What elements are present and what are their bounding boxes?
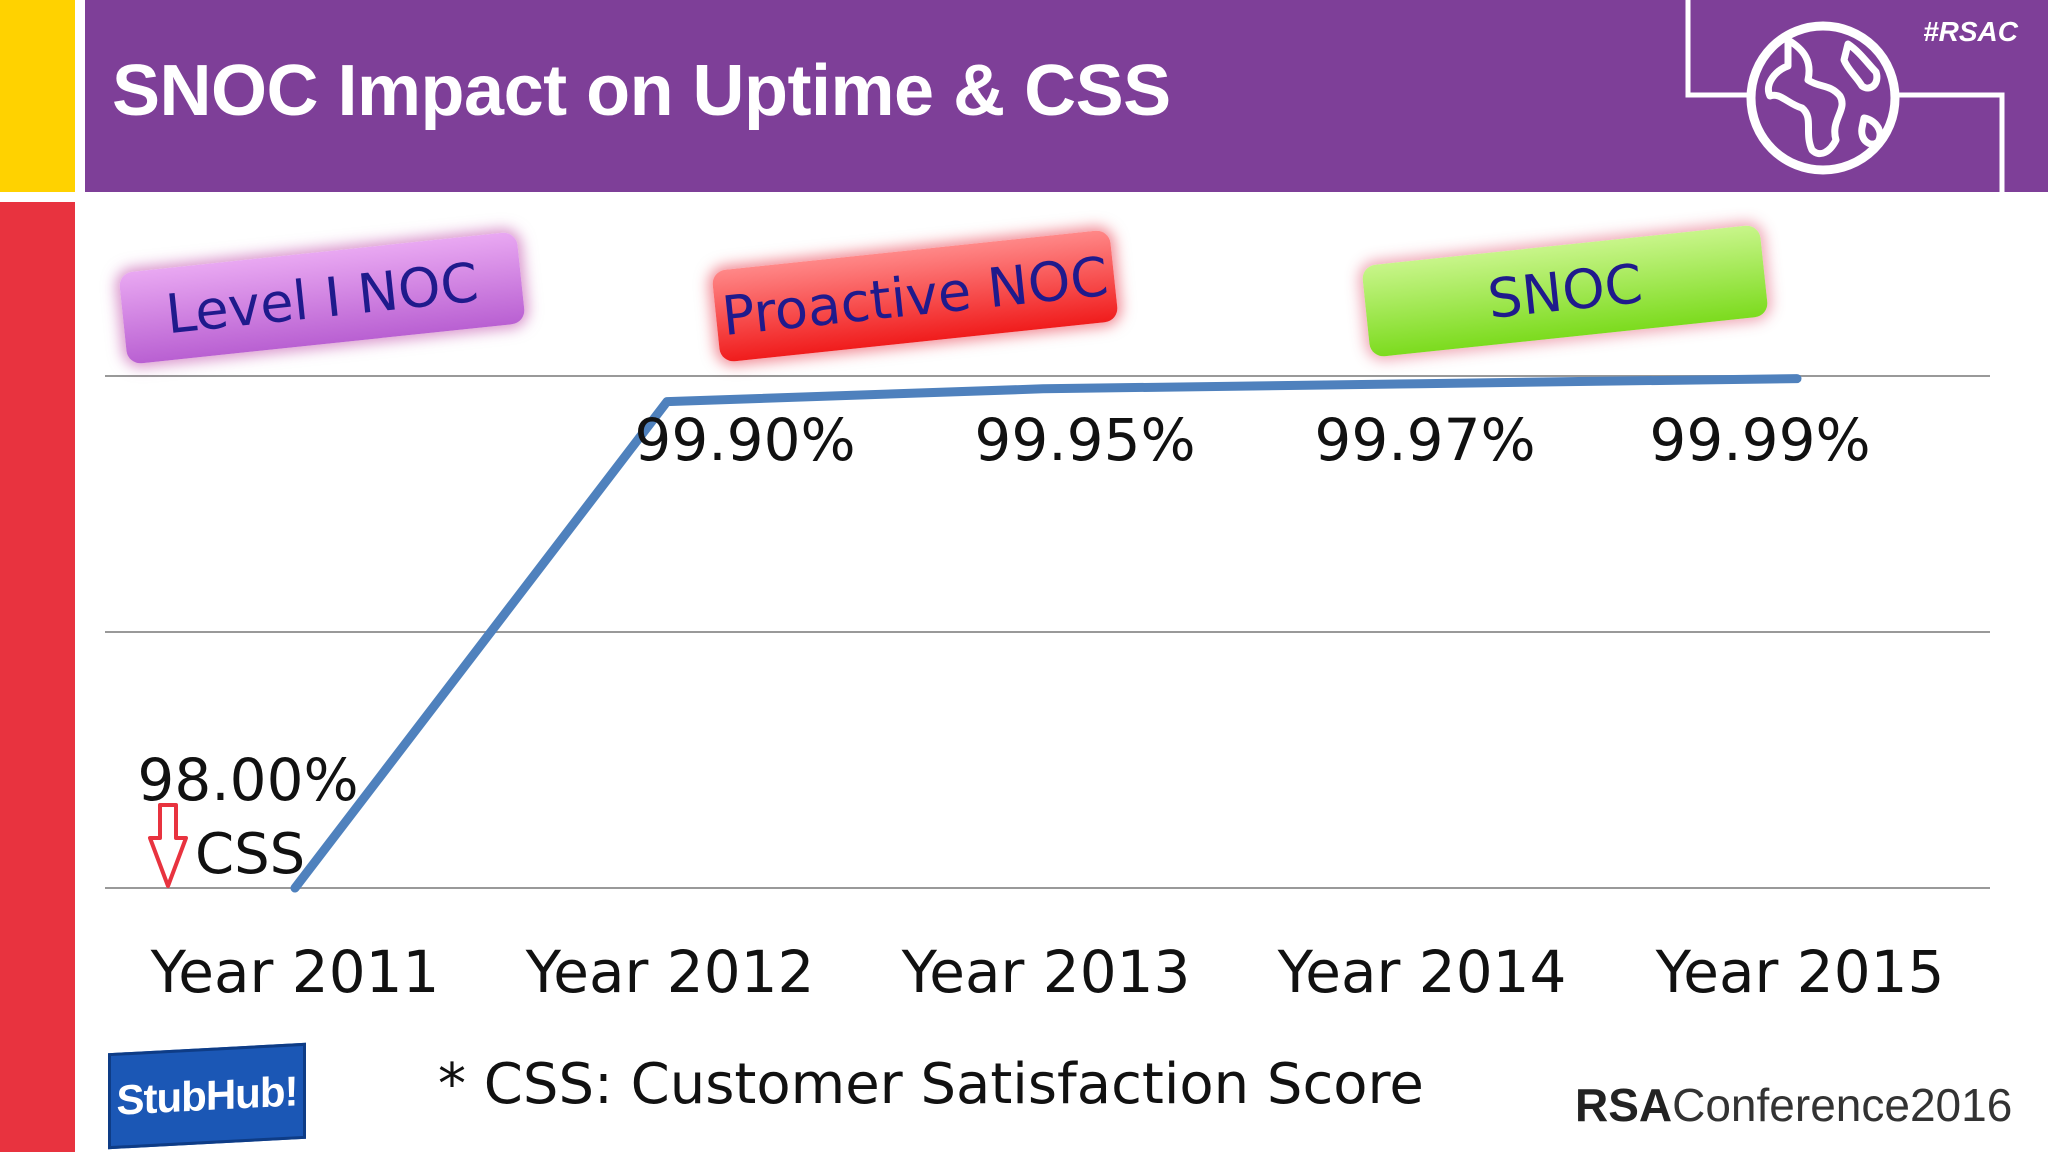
footnote: * CSS: Customer Satisfaction Score: [438, 1052, 1424, 1117]
accent-strip-red: [0, 202, 75, 1152]
stubhub-logo: StubHub!: [108, 1042, 306, 1150]
data-label: 99.97%: [1314, 406, 1535, 474]
hashtag: #RSAC: [1923, 16, 2018, 47]
x-tick-label: Year 2012: [525, 938, 815, 1006]
x-tick-label: Year 2013: [901, 938, 1191, 1006]
slide-title: SNOC Impact on Uptime & CSS: [112, 51, 1171, 131]
data-label: 99.95%: [974, 406, 1195, 474]
data-label: 98.00%: [137, 746, 358, 814]
x-tick-label: Year 2014: [1277, 938, 1567, 1006]
rsa-logo-bold: RSA: [1575, 1079, 1673, 1131]
rsa-logo-rest: Conference2016: [1672, 1079, 2013, 1131]
stubhub-logo-text: StubHub!: [116, 1067, 298, 1124]
globe-icon: [1685, 0, 2005, 192]
x-tick-label: Year 2015: [1655, 938, 1945, 1006]
rsa-conference-logo: RSAConference2016: [1575, 1078, 2012, 1132]
data-label: 99.90%: [634, 406, 855, 474]
x-tick-label: Year 2011: [150, 938, 440, 1006]
uptime-series-line: [290, 374, 1802, 893]
css-down-arrow-icon: [148, 803, 188, 888]
data-label: 99.99%: [1649, 406, 1870, 474]
accent-strip-yellow: [0, 0, 75, 192]
css-annotation: CSS: [195, 822, 306, 887]
